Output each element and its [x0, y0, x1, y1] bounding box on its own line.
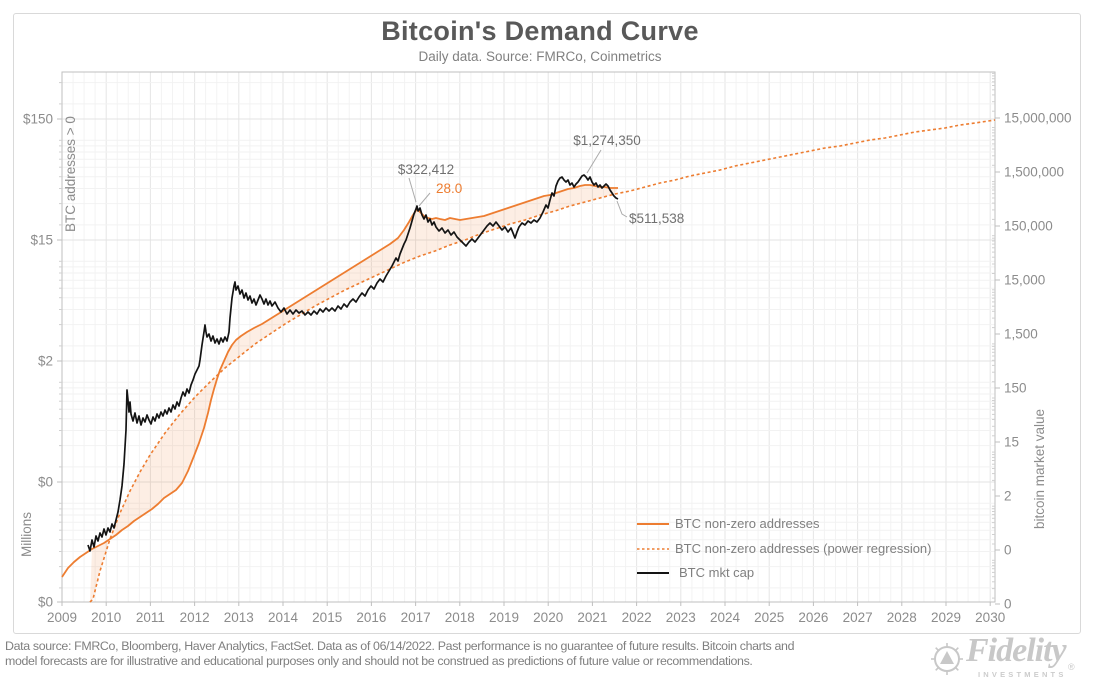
footer-disclaimer: Data source: FMRCo, Bloomberg, Haver Ana…: [5, 639, 910, 669]
fidelity-logo: Fidelity INVESTMENTS ®: [930, 632, 1090, 686]
footer-line-1: Data source: FMRCo, Bloomberg, Haver Ana…: [5, 639, 795, 653]
left-axis-tick-label: $15: [30, 233, 53, 248]
legend: BTC non-zero addresses BTC non-zero addr…: [637, 516, 932, 580]
fidelity-investments-text: INVESTMENTS: [978, 670, 1067, 679]
right-axis-tick-label: 15,000: [1004, 273, 1045, 288]
left-axis-tick-label: $0: [38, 595, 53, 610]
leader-mktcap-end: [616, 200, 628, 218]
address-regression-band: [90, 185, 618, 602]
right-axis-tick-label: 1,500,000: [1004, 165, 1064, 180]
left-axis-unit-label: Millions: [19, 512, 34, 557]
x-axis-year-label: 2025: [754, 610, 784, 625]
plot-area-border: [61, 71, 996, 603]
regression-band-fill: [90, 185, 618, 602]
x-axis-year-label: 2010: [91, 610, 121, 625]
x-axis-year-label: 2022: [622, 610, 652, 625]
right-axis-tick-label: 15: [1004, 435, 1019, 450]
left-axis-tick-label: $0: [38, 475, 53, 490]
tick-labels: $150 $15 $2 $0 $0 15,000,000 1,500,000 150,000 1…: [23, 111, 1072, 626]
x-axis-year-label: 2021: [577, 610, 607, 625]
footer-line-2: model forecasts are for illustrative and…: [5, 654, 753, 668]
gridlines: [62, 72, 995, 602]
right-axis-tick-label: 150,000: [1004, 219, 1053, 234]
annotation-mktcap-end: $511,538: [629, 211, 684, 226]
annotation-leader-lines: [408, 149, 628, 218]
x-axis-year-label: 2026: [798, 610, 828, 625]
annotation-mktcap-2021-peak: $1,274,350: [573, 133, 641, 148]
figure-border: [13, 13, 1081, 634]
legend-label-regression: BTC non-zero addresses (power regression…: [675, 541, 932, 556]
x-axis-year-label: 2016: [356, 610, 386, 625]
leader-mktcap-2017-peak: [408, 177, 417, 203]
annotations: $322,412 28.0 $1,274,350 $511,538: [398, 133, 684, 226]
annotation-addresses-2017-peak: 28.0: [436, 181, 462, 196]
x-axis-year-label: 2018: [445, 610, 475, 625]
x-axis-year-label: 2017: [401, 610, 431, 625]
right-axis-tick-label: 0: [1004, 597, 1012, 612]
fidelity-pyramid-icon: [931, 643, 963, 675]
fidelity-wordmark: Fidelity: [966, 632, 1067, 669]
x-axis-year-label: 2030: [975, 610, 1005, 625]
leader-mktcap-2021-peak: [586, 149, 602, 174]
x-axis-year-label: 2012: [180, 610, 210, 625]
series-btc-mkt-cap: [87, 174, 619, 552]
left-axis-tick-label: $2: [38, 354, 53, 369]
right-axis-tick-label: 2: [1004, 489, 1012, 504]
x-axis-year-label: 2009: [47, 610, 77, 625]
right-axis-tick-label: 15,000,000: [1004, 111, 1072, 126]
x-axis-year-label: 2019: [489, 610, 519, 625]
leader-addresses-2017-peak: [418, 192, 431, 207]
x-axis-year-label: 2027: [843, 610, 873, 625]
legend-label-addresses: BTC non-zero addresses: [675, 516, 820, 531]
x-axis-year-label: 2014: [268, 610, 299, 625]
x-axis-year-label: 2011: [136, 610, 165, 625]
x-axis-year-label: 2015: [312, 610, 342, 625]
x-axis-year-label: 2013: [224, 610, 254, 625]
data-series: [61, 119, 996, 603]
axis-lines: [61, 71, 996, 603]
right-axis-tick-label: 1,500: [1004, 327, 1038, 342]
right-axis-title: bitcoin market value: [1032, 409, 1047, 529]
registered-mark: ®: [1068, 662, 1075, 672]
x-axis-year-label: 2028: [887, 610, 917, 625]
axis-ticks: [57, 72, 1000, 606]
x-axis-year-label: 2023: [666, 610, 696, 625]
left-axis-tick-label: $150: [23, 112, 53, 127]
annotation-mktcap-2017-peak: $322,412: [398, 162, 454, 177]
x-axis-year-label: 2020: [533, 610, 563, 625]
chart-subtitle: Daily data. Source: FMRCo, Coinmetrics: [418, 49, 662, 64]
right-axis-tick-label: 150: [1004, 381, 1027, 396]
x-axis-year-label: 2029: [931, 610, 961, 625]
chart-title: Bitcoin's Demand Curve: [381, 16, 699, 46]
left-axis-title: BTC addresses > 0: [63, 116, 78, 232]
series-btc-nonzero-addresses: [61, 184, 618, 578]
right-axis-tick-label: 0: [1004, 543, 1012, 558]
x-axis-year-label: 2024: [710, 610, 741, 625]
legend-label-mktcap: BTC mkt cap: [679, 565, 754, 580]
